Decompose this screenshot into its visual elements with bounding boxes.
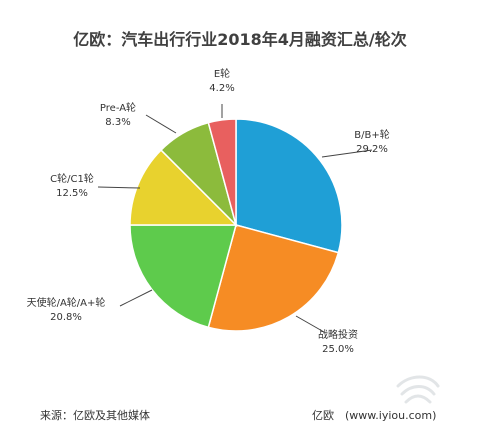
slice-label-3: C轮/C1轮 <box>50 172 94 185</box>
chart-title: 亿欧：汽车出行行业2018年4月融资汇总/轮次 <box>73 30 407 49</box>
pie-slice-1 <box>207 224 340 332</box>
slice-label-1: 战略投资 <box>318 328 358 341</box>
pie-slice-5 <box>207 118 237 226</box>
slice-label-2: 天使轮/A轮/A+轮 <box>27 296 106 309</box>
source-note: 来源：亿欧及其他媒体 <box>40 409 150 422</box>
leader-line-1 <box>295 315 325 333</box>
leader-line-3 <box>97 186 141 189</box>
pie-slice-3 <box>129 148 238 226</box>
leader-line-0 <box>321 149 373 158</box>
slice-label-0: B/B+轮 <box>354 128 389 141</box>
slice-pct-4: 8.3% <box>105 117 130 128</box>
iyiou-watermark-logo <box>396 375 440 404</box>
slice-pct-0: 29.2% <box>356 144 388 155</box>
leader-line-2 <box>119 289 153 307</box>
slice-labels: B/B+轮 29.2% 战略投资 25.0% 天使轮/A轮/A+轮 20.8% C轮/C1轮… <box>27 67 390 355</box>
slice-pct-1: 25.0% <box>322 344 354 355</box>
pie-slices <box>129 118 343 332</box>
slice-pct-3: 12.5% <box>56 188 88 199</box>
slice-pct-5: 4.2% <box>209 83 234 94</box>
slice-pct-2: 20.8% <box>50 312 82 323</box>
slice-label-5: E轮 <box>214 67 230 80</box>
pie-slice-0 <box>235 118 343 254</box>
leader-lines <box>97 104 373 333</box>
site-credit: 亿欧 (www.iyiou.com) <box>312 409 437 422</box>
pie-slice-2 <box>129 224 237 329</box>
leader-line-4 <box>145 114 177 134</box>
slice-label-4: Pre-A轮 <box>100 101 136 114</box>
